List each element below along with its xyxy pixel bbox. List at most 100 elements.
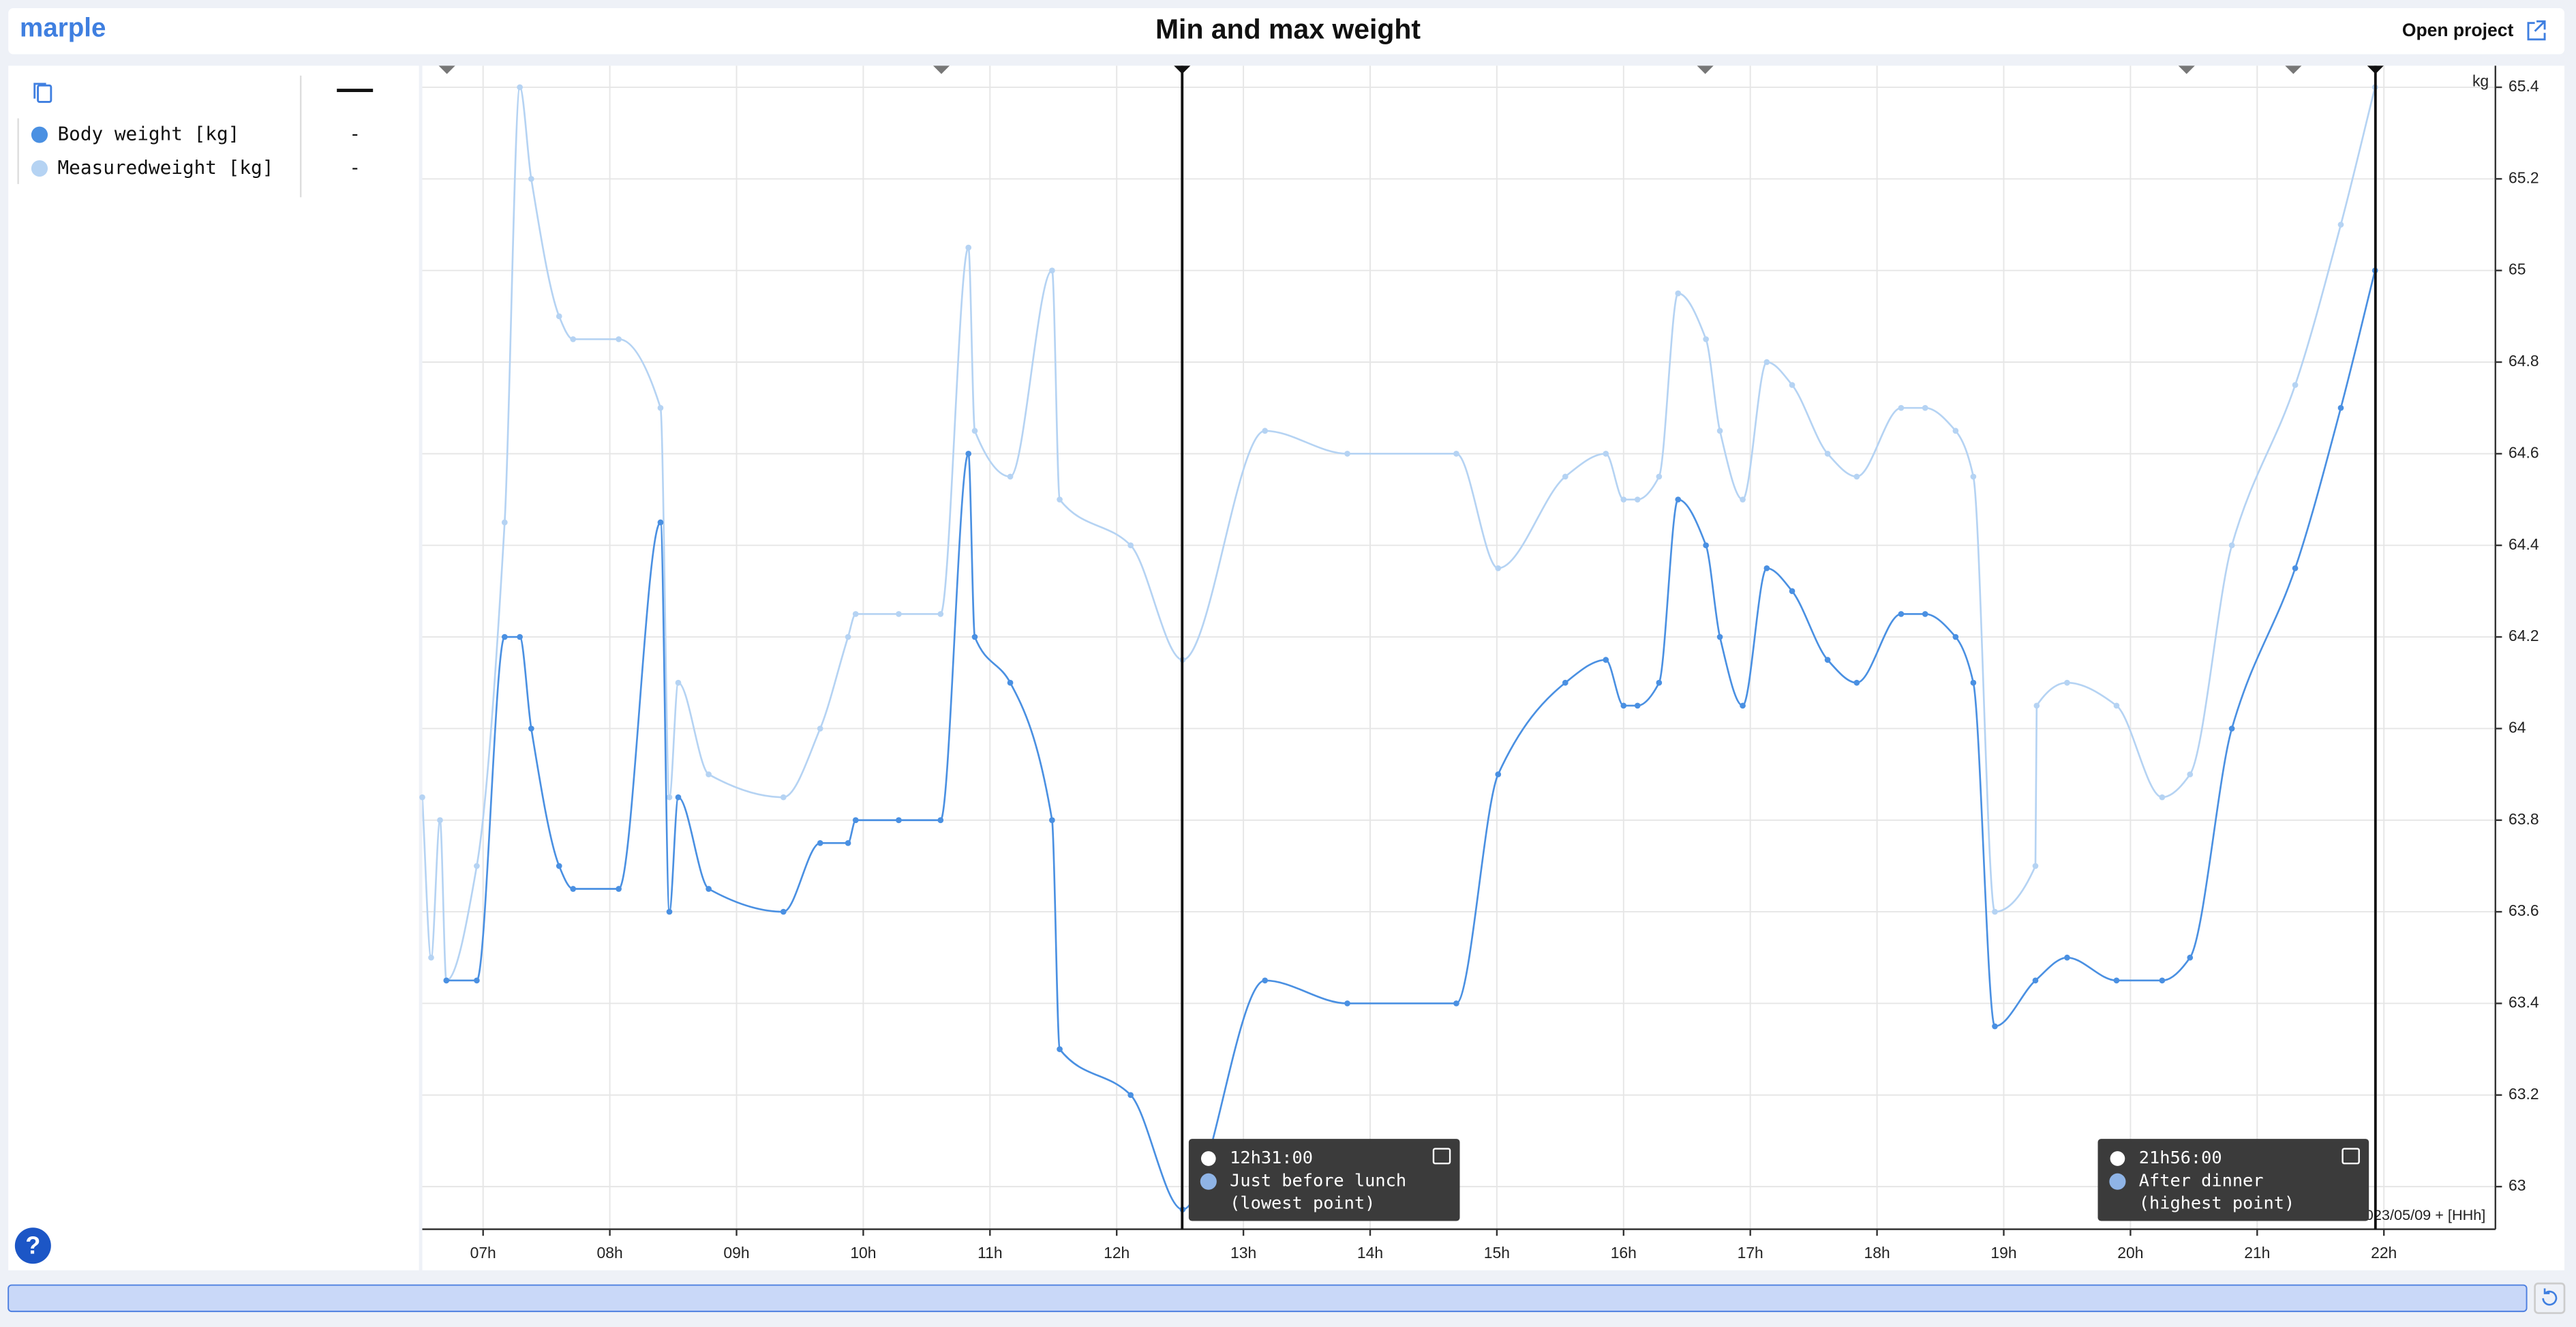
x-tick-label: 22h — [2371, 1244, 2397, 1262]
data-point — [1703, 542, 1709, 549]
data-point — [937, 611, 944, 617]
series-line — [446, 270, 2376, 1211]
clock-icon — [2110, 1151, 2125, 1166]
y-tick-label: 64.4 — [2509, 535, 2539, 553]
y-unit: kg — [2472, 72, 2489, 90]
y-tick-label: 63.4 — [2509, 993, 2539, 1011]
data-point — [428, 954, 434, 961]
data-point — [616, 886, 622, 892]
data-point — [675, 679, 682, 686]
data-point — [2292, 565, 2299, 571]
data-point — [1562, 473, 1569, 480]
data-point — [1898, 611, 1905, 617]
data-point — [1716, 633, 1723, 640]
data-point — [1789, 588, 1795, 595]
help-label[interactable]: ? — [25, 1232, 40, 1259]
data-point — [666, 794, 673, 801]
data-point — [852, 817, 859, 824]
data-point — [2159, 794, 2166, 801]
help-button[interactable] — [14, 1227, 51, 1264]
data-point — [501, 633, 508, 640]
data-point — [1992, 908, 1998, 915]
data-point — [2113, 702, 2120, 709]
reset-icon[interactable] — [2534, 1282, 2566, 1314]
y-tick-label: 63.2 — [2509, 1085, 2539, 1103]
annotation-box[interactable]: 21h56:00 After dinner (highest point) — [2097, 1139, 2369, 1221]
data-point — [657, 404, 664, 411]
data-point — [517, 84, 523, 91]
x-tick-label: 15h — [1484, 1244, 1510, 1262]
data-point — [1453, 1000, 1459, 1007]
x-tick-label: 08h — [597, 1244, 623, 1262]
data-point — [845, 633, 851, 640]
data-point — [528, 175, 534, 182]
data-point — [1634, 496, 1641, 503]
add-comment-icon — [2342, 1148, 2360, 1165]
annotation-markers — [438, 65, 2302, 74]
annotation-box[interactable]: 12h31:00 Just before lunch (lowest point) — [1188, 1139, 1460, 1221]
annotation-time: 12h31:00 — [1230, 1148, 1313, 1167]
data-point — [817, 726, 823, 732]
data-point — [1970, 473, 1977, 480]
y-tick-label: 65.4 — [2509, 77, 2539, 95]
y-tick-label: 65 — [2509, 260, 2526, 278]
data-point — [556, 313, 562, 320]
y-tick-label: 64.8 — [2509, 352, 2539, 370]
x-tick-label: 12h — [1104, 1244, 1130, 1262]
data-point — [1703, 336, 1709, 342]
data-point — [1853, 473, 1860, 480]
data-point — [780, 908, 787, 915]
data-point — [1922, 611, 1928, 617]
data-point — [1970, 679, 1977, 686]
x-tick-label: 13h — [1230, 1244, 1256, 1262]
data-point — [1853, 679, 1860, 686]
copy-icon[interactable] — [33, 83, 52, 103]
data-point — [1740, 496, 1746, 503]
y-tick-label: 63.8 — [2509, 810, 2539, 828]
x-tick-label: 18h — [1864, 1244, 1890, 1262]
data-point — [2337, 222, 2344, 228]
data-point — [1922, 404, 1928, 411]
external-icon[interactable] — [2527, 20, 2546, 41]
data-point — [1453, 451, 1459, 457]
data-point — [2064, 679, 2070, 686]
legend-swatch — [31, 160, 48, 177]
data-point — [1620, 496, 1627, 503]
y-tick-label: 64.6 — [2509, 443, 2539, 461]
logo[interactable]: marple — [20, 14, 106, 43]
data-point — [1656, 679, 1663, 686]
data-point — [896, 611, 902, 617]
annotation-marker — [1174, 65, 1191, 74]
x-tick-label: 19h — [1990, 1244, 2016, 1262]
data-point — [2159, 977, 2166, 984]
data-point — [965, 451, 972, 457]
open-project[interactable]: Open project — [2402, 20, 2514, 40]
data-point — [1344, 1000, 1350, 1007]
data-point — [845, 839, 851, 846]
data-point — [1603, 657, 1609, 663]
data-point — [1675, 290, 1682, 297]
data-point — [528, 726, 534, 732]
plot-panel — [422, 65, 2564, 1270]
y-tick-label: 63 — [2509, 1176, 2526, 1194]
data-point — [666, 908, 673, 915]
x-tick-label: 11h — [978, 1244, 1002, 1262]
annotation-bg — [2097, 1139, 2369, 1221]
annotation-text: (lowest point) — [1230, 1193, 1375, 1212]
annotation-text: After dinner — [2139, 1171, 2264, 1191]
data-point — [1824, 657, 1831, 663]
data-point — [2292, 382, 2299, 388]
x-tick-label: 17h — [1738, 1244, 1763, 1262]
data-point — [780, 794, 787, 801]
data-point — [1789, 382, 1795, 388]
x-tick-label: 21h — [2244, 1244, 2270, 1262]
data-point — [852, 611, 859, 617]
annotation-text: (highest point) — [2139, 1193, 2294, 1212]
range-slider[interactable] — [7, 1284, 2528, 1313]
x-tick-label: 14h — [1357, 1244, 1383, 1262]
data-point — [1495, 771, 1502, 777]
legend-swatch — [31, 126, 48, 143]
data-point — [1620, 702, 1627, 709]
data-point — [419, 794, 425, 801]
